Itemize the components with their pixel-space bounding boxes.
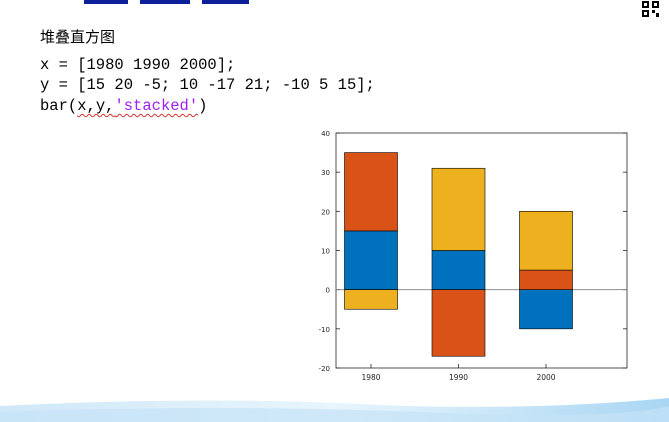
bar-segment: [344, 230, 398, 290]
y-tick-label: -20: [319, 365, 330, 373]
bottom-decoration: [0, 398, 669, 422]
code-line-3: bar(x,y,'stacked'): [40, 96, 500, 116]
code-bar-args: x,y,: [77, 97, 115, 115]
bar-segment: [431, 289, 486, 357]
bar-segment: [431, 167, 486, 251]
bar-segment: [519, 289, 573, 330]
x-tick-label: 2000: [536, 373, 555, 382]
bar-segment: [344, 152, 398, 232]
qr-code-icon: [641, 0, 661, 18]
y-tick-label: 0: [326, 287, 330, 295]
code-bar-close: ): [198, 97, 208, 115]
x-tick-label: 1990: [449, 373, 468, 382]
bar-segment: [431, 250, 486, 290]
y-tick-label: -10: [319, 326, 330, 334]
bar-segment: [344, 289, 398, 310]
y-tick-label: 10: [321, 248, 330, 256]
slide-heading: 堆叠直方图: [40, 28, 116, 46]
slide-title-fragment: [84, 0, 249, 4]
x-tick-label: 1980: [361, 373, 380, 382]
stacked-bar-chart: -20 -10 0 10 20 30 40 1980 1990 2000: [319, 130, 628, 382]
y-tick-label: 20: [321, 208, 330, 216]
bar-segment: [519, 269, 573, 290]
code-line-2: y = [15 20 -5; 10 -17 21; -10 5 15];: [40, 76, 375, 94]
code-line-1: x = [1980 1990 2000];: [40, 56, 236, 74]
bar-segment: [519, 211, 573, 271]
code-bar-call: bar(: [40, 97, 78, 115]
y-tick-label: 30: [321, 169, 330, 177]
code-stacked-string: 'stacked': [114, 97, 199, 115]
y-tick-label: 40: [321, 130, 330, 138]
